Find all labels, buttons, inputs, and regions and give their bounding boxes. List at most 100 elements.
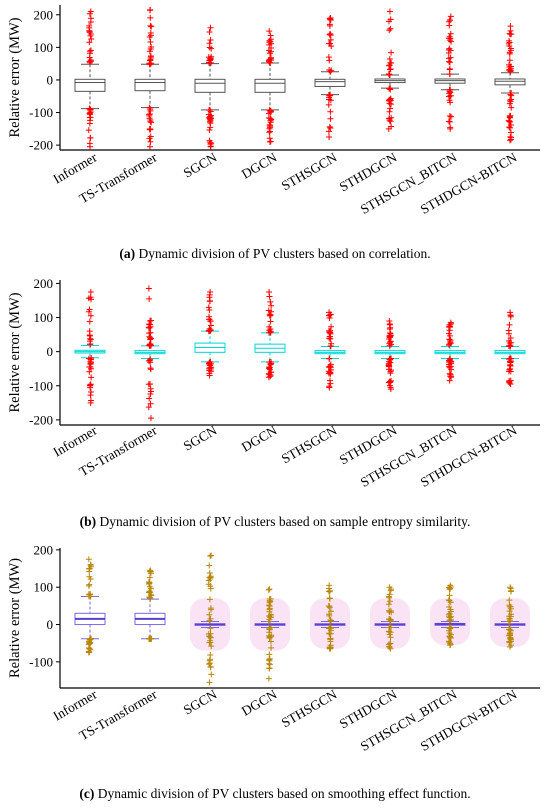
x-tick-label: SGCN bbox=[181, 686, 220, 717]
outlier-marker bbox=[86, 565, 93, 572]
outlier-marker bbox=[208, 368, 215, 375]
outlier-marker bbox=[447, 617, 454, 624]
outlier-marker bbox=[207, 37, 214, 44]
outlier-marker bbox=[267, 318, 274, 325]
outlier-marker bbox=[265, 675, 272, 682]
outlier-marker bbox=[326, 645, 333, 652]
outlier-marker bbox=[147, 390, 154, 397]
outlier-marker bbox=[327, 625, 334, 632]
outlier-marker bbox=[448, 113, 455, 120]
box-iqr bbox=[494, 78, 526, 86]
outlier-marker bbox=[266, 651, 273, 658]
outlier-marker bbox=[205, 327, 212, 334]
outlier-marker bbox=[146, 321, 153, 328]
caption: (c) Dynamic division of PV clusters base… bbox=[79, 786, 470, 801]
outlier-marker bbox=[147, 6, 154, 13]
outlier-marker bbox=[86, 39, 93, 46]
outlier-marker bbox=[327, 343, 334, 350]
outlier-marker bbox=[507, 358, 514, 365]
outlier-marker bbox=[385, 379, 392, 386]
outlier-marker bbox=[506, 602, 513, 609]
outlier-marker bbox=[147, 29, 154, 36]
outlier-marker bbox=[267, 36, 274, 43]
outlier-marker bbox=[145, 357, 152, 364]
outlier-marker bbox=[445, 35, 452, 42]
outlier-marker bbox=[265, 586, 272, 593]
outlier-marker bbox=[387, 607, 394, 614]
outlier-marker bbox=[267, 614, 274, 621]
outlier-marker bbox=[88, 354, 95, 361]
outlier-marker bbox=[146, 589, 153, 596]
outlier-marker bbox=[326, 384, 333, 391]
outlier-marker bbox=[505, 327, 512, 334]
outlier-marker bbox=[86, 573, 93, 580]
outlier-marker bbox=[146, 61, 153, 68]
outlier-marker bbox=[85, 556, 92, 563]
outlier-marker bbox=[325, 603, 332, 610]
x-tick-label: DGCN bbox=[239, 149, 280, 181]
outlier-marker bbox=[266, 655, 273, 662]
x-tick-label: SGCN bbox=[181, 422, 220, 453]
outlier-marker bbox=[87, 47, 94, 54]
y-tick-label: 100 bbox=[34, 40, 54, 55]
caption-text: Dynamic division of PV clusters based on… bbox=[94, 786, 470, 801]
outlier-marker bbox=[327, 618, 334, 625]
outlier-marker bbox=[267, 117, 274, 124]
y-tick-label: 0 bbox=[47, 344, 54, 359]
outlier-marker bbox=[266, 656, 273, 663]
outlier-marker bbox=[265, 602, 272, 609]
outlier-marker bbox=[148, 317, 155, 324]
outlier-marker bbox=[386, 71, 393, 78]
outlier-marker bbox=[506, 321, 513, 328]
outlier-marker bbox=[267, 108, 274, 115]
y-axis-label: Relative error (MW) bbox=[7, 292, 23, 412]
outlier-marker bbox=[268, 302, 275, 309]
outlier-marker bbox=[266, 59, 273, 66]
outlier-marker bbox=[387, 105, 394, 112]
outlier-marker bbox=[327, 124, 334, 131]
y-tick-label: 100 bbox=[34, 310, 54, 325]
y-tick-label: -100 bbox=[29, 378, 53, 393]
outlier-marker bbox=[146, 104, 153, 111]
outlier-marker bbox=[266, 125, 273, 132]
outlier-marker bbox=[87, 358, 94, 365]
outlier-marker bbox=[447, 319, 454, 326]
outlier-marker bbox=[387, 333, 394, 340]
outlier-marker bbox=[85, 649, 92, 656]
y-tick-label: -100 bbox=[29, 654, 53, 669]
outlier-marker bbox=[207, 288, 214, 295]
outlier-marker bbox=[326, 67, 333, 74]
outlier-marker bbox=[86, 368, 93, 375]
box-sthdgcn: STHDGCN bbox=[337, 317, 406, 467]
outlier-marker bbox=[87, 640, 94, 647]
y-tick-label: 100 bbox=[34, 580, 54, 595]
outlier-marker bbox=[206, 114, 213, 121]
outlier-marker bbox=[506, 118, 513, 125]
outlier-marker bbox=[327, 108, 334, 115]
outlier-marker bbox=[85, 127, 92, 134]
outlier-marker bbox=[147, 380, 154, 387]
outlier-marker bbox=[507, 588, 514, 595]
outlier-marker bbox=[146, 295, 153, 302]
outlier-marker bbox=[507, 627, 514, 634]
outlier-marker bbox=[386, 616, 393, 623]
outlier-marker bbox=[268, 44, 275, 51]
box-sgcn: SGCN bbox=[181, 552, 230, 718]
outlier-marker bbox=[266, 50, 273, 57]
outlier-marker bbox=[446, 59, 453, 66]
outlier-marker bbox=[326, 21, 333, 28]
outlier-marker bbox=[387, 25, 394, 32]
outlier-marker bbox=[147, 133, 154, 140]
outlier-marker bbox=[446, 112, 453, 119]
box-sthdgcn-bitcn: STHDGCN-BITCN bbox=[418, 309, 526, 490]
outlier-marker bbox=[206, 569, 213, 576]
outlier-marker bbox=[206, 562, 213, 569]
outlier-marker bbox=[206, 611, 213, 618]
box-informer: Informer bbox=[50, 288, 106, 460]
outlier-marker bbox=[266, 586, 273, 593]
outlier-marker bbox=[387, 645, 394, 652]
outlier-marker bbox=[147, 22, 154, 29]
outlier-marker bbox=[205, 304, 212, 311]
caption-letter: (b) bbox=[80, 514, 97, 529]
